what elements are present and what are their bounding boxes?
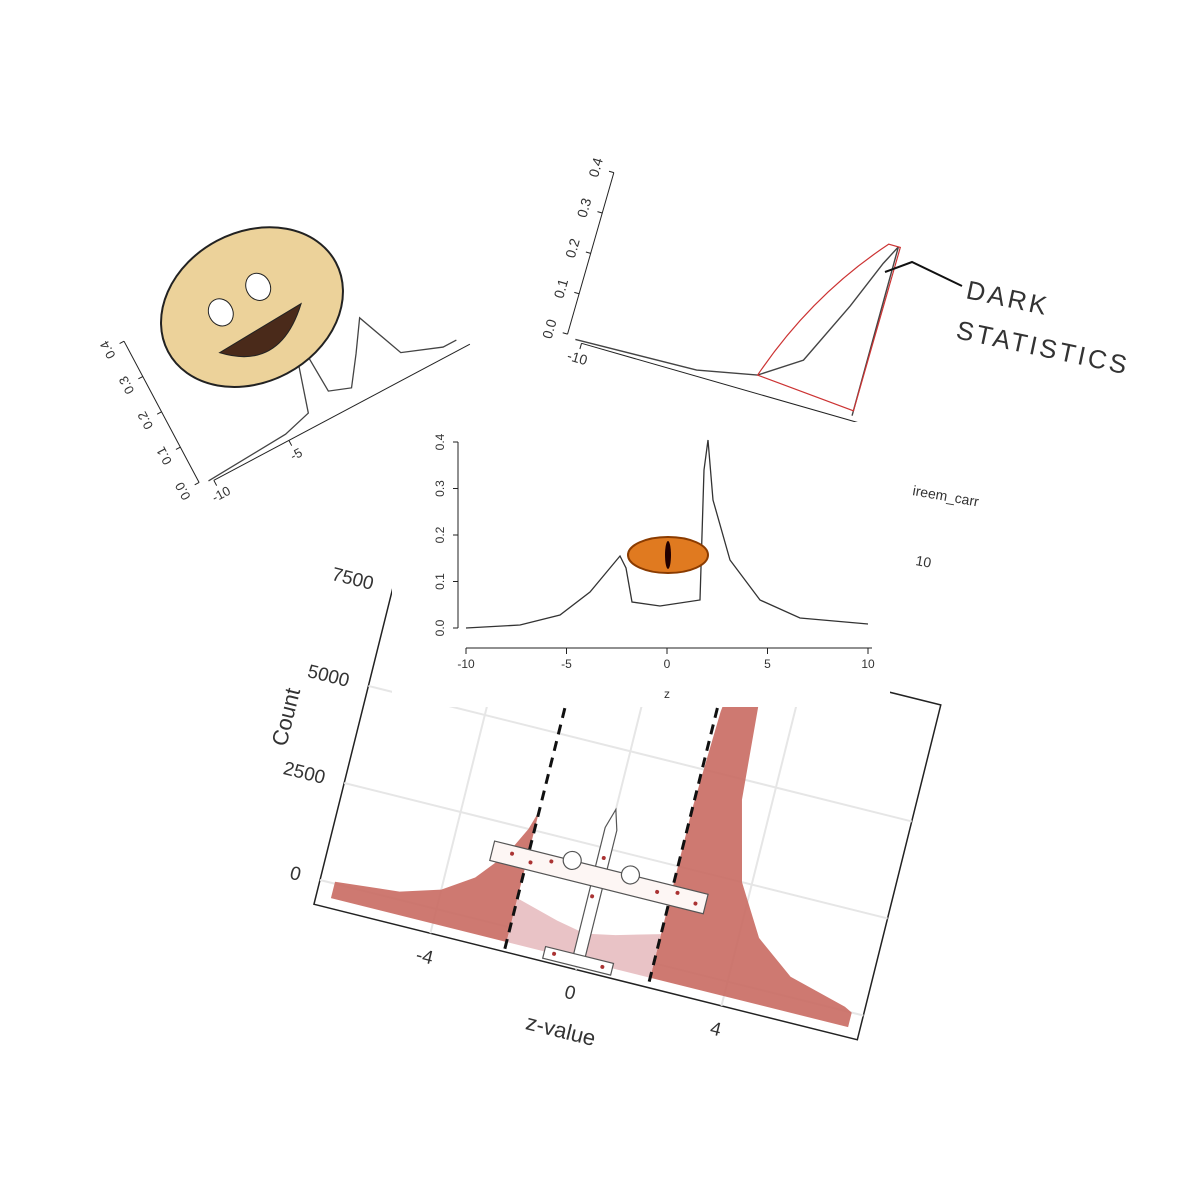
x-tick-label: -5 bbox=[288, 445, 305, 464]
y-tick-label: 0.2 bbox=[433, 526, 447, 543]
y-tick bbox=[175, 446, 181, 450]
cartoon-eye bbox=[207, 298, 234, 327]
y-tick bbox=[574, 291, 580, 295]
y-axis-title: Count bbox=[267, 685, 305, 748]
threshold-line bbox=[502, 674, 575, 953]
airplane bbox=[489, 807, 709, 976]
histogram-outline bbox=[575, 246, 900, 416]
x-tick bbox=[579, 343, 583, 350]
x-axis-title: z bbox=[664, 687, 670, 701]
x-tick-label: 0 bbox=[664, 657, 671, 671]
y-tick-label: 0.3 bbox=[433, 480, 447, 497]
y-tick-label: 0.0 bbox=[433, 619, 447, 636]
y-tick bbox=[119, 340, 125, 344]
y-tick-label: 0.1 bbox=[153, 444, 175, 467]
y-tick bbox=[562, 332, 568, 335]
y-tick-label: 0.3 bbox=[574, 196, 595, 219]
y-tick bbox=[138, 376, 144, 380]
x-tick bbox=[288, 440, 293, 446]
y-tick-label: 0.2 bbox=[134, 409, 156, 432]
x-tick-label: -10 bbox=[209, 483, 233, 505]
cartoon-head bbox=[160, 226, 344, 388]
x-axis bbox=[581, 342, 871, 427]
histogram-outline bbox=[208, 269, 457, 482]
dark-area bbox=[756, 243, 902, 412]
y-tick-label: 5000 bbox=[305, 661, 351, 692]
y-tick-label: 0.0 bbox=[539, 317, 560, 340]
y-tick-label: 0.2 bbox=[562, 236, 583, 259]
y-tick-label: 0.4 bbox=[433, 433, 447, 450]
z-panel: 0.0 0.1 0.2 0.3 0.4 -10 -5 0 5 10 z bbox=[392, 422, 890, 707]
y-tick-label: 0.3 bbox=[116, 374, 138, 397]
y-tick-label: 0.1 bbox=[433, 573, 447, 590]
x-tick-label: 0 bbox=[562, 982, 577, 1005]
top-right-panel: 0.0 0.1 0.2 0.3 0.4 -10 bbox=[539, 156, 902, 427]
y-tick-label: 0.4 bbox=[585, 156, 606, 179]
y-tick bbox=[608, 170, 614, 174]
y-tick-label: 0.0 bbox=[172, 480, 194, 503]
y-tick bbox=[156, 411, 162, 415]
x-tick-label: -5 bbox=[561, 657, 572, 671]
x-tick bbox=[213, 480, 218, 486]
annotation-leader bbox=[884, 260, 963, 287]
y-tick-label: 0.4 bbox=[97, 338, 119, 361]
x-tick-label: -10 bbox=[457, 657, 475, 671]
y-tick-label: 7500 bbox=[329, 564, 375, 595]
x-axis bbox=[213, 343, 471, 481]
cartoon-mouth bbox=[218, 302, 302, 358]
x-tick-label: -10 bbox=[565, 347, 589, 368]
histogram-tails bbox=[330, 655, 852, 1028]
cartoon-eye bbox=[245, 272, 272, 301]
y-tick bbox=[597, 211, 603, 214]
y-tick-label: 0.1 bbox=[550, 277, 571, 300]
eye-pupil bbox=[665, 541, 671, 569]
x-tick-label: 5 bbox=[764, 657, 771, 671]
y-tick bbox=[585, 251, 591, 254]
histogram-outline bbox=[465, 439, 869, 629]
watermark: ireem_carr bbox=[911, 482, 980, 509]
x-tick-label: 4 bbox=[708, 1018, 724, 1041]
y-tick bbox=[194, 482, 200, 486]
fragment-tick-label: 10 bbox=[914, 552, 932, 570]
annotation: STATISTICS bbox=[954, 315, 1133, 381]
x-tick-label: 10 bbox=[861, 657, 875, 671]
x-axis-title: z-value bbox=[523, 1010, 598, 1051]
annotation: DARK bbox=[964, 275, 1053, 322]
y-tick-label: 2500 bbox=[281, 758, 327, 789]
y-tick-label: 0 bbox=[288, 863, 303, 886]
top-left-panel: 0.0 0.1 0.2 0.3 0.4 -10 -5 bbox=[97, 226, 471, 505]
x-tick-label: -4 bbox=[414, 945, 436, 970]
